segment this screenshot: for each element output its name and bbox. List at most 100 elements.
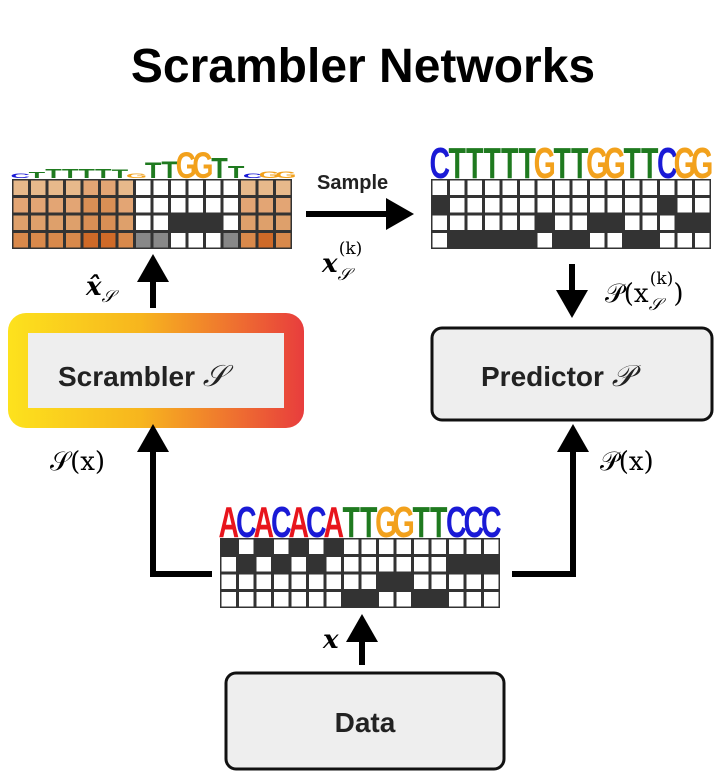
input-grid-cell — [431, 539, 446, 554]
sample-label: Sample — [317, 172, 388, 194]
sampled-grid-cell — [660, 180, 675, 195]
scrambled-grid-cell — [258, 215, 273, 230]
scrambled-grid-cell — [276, 198, 291, 213]
sampled-grid-cell — [555, 215, 570, 230]
scrambler-input-label: 𝒮(x) — [50, 447, 105, 477]
scrambled-grid-cell — [276, 180, 291, 195]
scrambled-grid-cell — [66, 215, 81, 230]
sampled-grid-cell — [555, 198, 570, 213]
input-logo-letter: T — [343, 497, 361, 547]
input-grid-cell — [291, 592, 306, 607]
scrambled-logo-letter: T — [29, 171, 46, 180]
sampled-grid-cell — [660, 233, 675, 248]
scrambled-grid-cell — [48, 215, 63, 230]
scrambled-grid-cell — [223, 233, 238, 248]
input-grid-cell — [466, 574, 481, 589]
sampled-grid-cell — [642, 180, 657, 195]
scrambler-output-label: x̂𝒮 — [85, 272, 120, 307]
input-grid-cell — [309, 557, 324, 572]
scrambled-grid-cell — [136, 198, 151, 213]
sampled-grid-cell — [642, 233, 657, 248]
input-logo-letter: G — [393, 497, 415, 547]
scrambled-logo-letter: T — [95, 166, 112, 181]
sampled-grid-cell — [502, 198, 517, 213]
scrambled-importance-grid — [12, 179, 292, 249]
scrambled-grid-cell — [258, 180, 273, 195]
input-grid-cell — [344, 574, 359, 589]
predictor-label: Predictor 𝒫 — [481, 359, 642, 394]
scrambled-grid-cell — [13, 198, 28, 213]
sampled-logo-letter: G — [604, 138, 626, 188]
sampled-grid-cell — [695, 180, 710, 195]
input-grid-cell — [256, 557, 271, 572]
sampled-grid-cell — [485, 233, 500, 248]
input-logo-letter: A — [323, 497, 344, 547]
sampled-grid-cell — [520, 233, 535, 248]
sampled-grid-cell — [695, 198, 710, 213]
sampled-grid-cell — [485, 180, 500, 195]
input-grid-cell — [256, 592, 271, 607]
scrambled-grid-cell — [153, 180, 168, 195]
input-to-predictor-arrow-line — [512, 450, 576, 577]
input-grid-cell — [361, 557, 376, 572]
scrambled-grid-cell — [223, 215, 238, 230]
input-grid-cell — [466, 539, 481, 554]
sampled-grid-cell — [520, 198, 535, 213]
input-to-predictor-arrowhead — [557, 424, 589, 452]
sampled-logo-letter: T — [571, 138, 589, 188]
sampled-grid-cell — [590, 180, 605, 195]
scrambled-logo-letter: T — [145, 159, 162, 183]
sampled-logo-letter: T — [484, 138, 502, 188]
sampled-grid-cell — [695, 215, 710, 230]
sampled-grid-cell — [537, 215, 552, 230]
input-grid-cell — [239, 539, 254, 554]
predictor-input-label: 𝒫(x) — [600, 447, 654, 477]
sampled-grid-cell — [432, 180, 447, 195]
sampled-grid-cell — [590, 198, 605, 213]
input-grid-cell — [396, 574, 411, 589]
sampled-grid-cell — [660, 215, 675, 230]
scrambled-grid-cell — [31, 180, 46, 195]
input-grid-cell — [326, 557, 341, 572]
input-grid-cell — [449, 592, 464, 607]
sample-arrowhead — [386, 198, 414, 230]
scrambler-label: Scrambler 𝒮 — [58, 359, 234, 394]
scrambled-grid-cell — [31, 233, 46, 248]
scrambled-grid-cell — [83, 180, 98, 195]
sampled-grid-cell — [590, 215, 605, 230]
sampled-grid-cell — [432, 233, 447, 248]
scrambled-grid-cell — [276, 215, 291, 230]
sampled-grid-cell — [590, 233, 605, 248]
scrambled-logo-letter: T — [45, 166, 62, 181]
sampled-grid-cell — [450, 233, 465, 248]
input-grid-cell — [326, 574, 341, 589]
scrambled-logo-letter: T — [62, 166, 79, 181]
input-grid-cell — [274, 539, 289, 554]
scrambled-grid-cell — [13, 180, 28, 195]
sampled-grid-cell — [467, 233, 482, 248]
input-logo-letter: G — [375, 497, 397, 547]
scrambled-grid-cell — [31, 215, 46, 230]
sampled-grid-cell — [467, 180, 482, 195]
scrambled-logo-letter: T — [228, 162, 245, 182]
sampled-grid-cell — [572, 198, 587, 213]
sampled-grid-cell — [607, 198, 622, 213]
sampled-grid-cell — [537, 233, 552, 248]
scrambled-grid-cell — [66, 198, 81, 213]
sampled-onehot-grid — [431, 179, 711, 249]
input-grid-cell — [379, 557, 394, 572]
input-grid-cell — [484, 574, 499, 589]
sampled-logo-letter: T — [641, 138, 659, 188]
sampled-grid-cell — [572, 180, 587, 195]
scrambled-grid-cell — [83, 233, 98, 248]
sampled-grid-cell — [450, 180, 465, 195]
input-logo-letter: T — [413, 497, 431, 547]
scrambled-grid-cell — [13, 233, 28, 248]
input-grid-cell — [309, 574, 324, 589]
scrambled-grid-cell — [153, 233, 168, 248]
input-logo-letter: C — [446, 497, 467, 547]
sampled-grid-cell — [677, 198, 692, 213]
